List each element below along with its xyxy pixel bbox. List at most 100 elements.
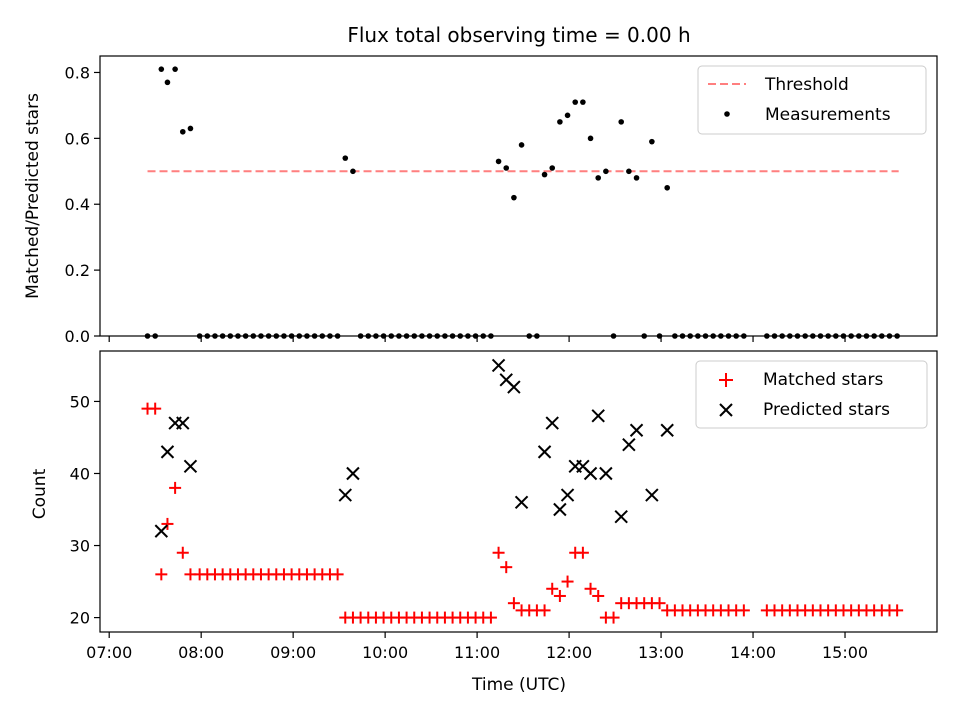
matched-point	[607, 611, 620, 624]
measurement-point	[603, 168, 609, 175]
measurement-point	[503, 165, 510, 171]
ratio-y-tick-label: 0.8	[65, 63, 90, 82]
x-tick-label: 08:00	[178, 643, 224, 662]
matched-point	[331, 568, 344, 581]
matched-point	[484, 611, 497, 624]
predicted-point	[591, 409, 605, 423]
measurement-point	[664, 184, 670, 191]
count-y-tick-label: 50	[70, 392, 90, 411]
predicted-point	[537, 445, 552, 459]
predicted-point	[514, 495, 529, 510]
ratio-y-tick-label: 0.6	[65, 129, 90, 148]
matched-point	[507, 597, 520, 610]
x-tick-label: 09:00	[270, 643, 316, 662]
measurement-point	[564, 112, 571, 119]
ratio-legend-box	[697, 65, 927, 135]
predicted-point	[629, 423, 644, 437]
measurement-point	[164, 79, 171, 86]
count-panel: 20 30 40 50 07:00 08:00 09:00 10:00 11:00 12:00 1…	[30, 350, 938, 695]
measurement-point	[626, 168, 632, 175]
x-axis-label: Time (UTC)	[471, 675, 566, 695]
count-y-axis-label: Count	[30, 468, 50, 519]
predicted-point	[645, 488, 659, 502]
predicted-point	[338, 488, 352, 502]
matched-point	[891, 604, 904, 617]
matched-point	[561, 575, 574, 588]
predicted-point	[599, 466, 613, 481]
predicted-point	[614, 510, 628, 524]
predicted-point	[560, 488, 575, 502]
measurement-point	[587, 135, 594, 142]
matched-point	[538, 604, 551, 617]
x-tick-label: 11:00	[454, 643, 500, 662]
predicted-point	[660, 423, 674, 437]
count-plot-frame	[99, 350, 938, 633]
matched-point	[592, 589, 605, 602]
measurement-point	[580, 99, 586, 105]
matched-point	[653, 597, 666, 610]
matched-point	[155, 568, 168, 581]
measurement-point	[595, 175, 602, 181]
ratio-y-tick-label: 0.4	[65, 195, 90, 214]
ratio-y-tick-label: 0.2	[65, 261, 90, 280]
matched-point	[176, 546, 189, 559]
x-tick-label: 10:00	[362, 643, 408, 662]
measurement-point	[633, 175, 640, 181]
ratio-legend: Threshold Measurements	[697, 65, 927, 135]
measurement-point	[649, 138, 655, 145]
legend-measurements-swatch	[724, 111, 730, 117]
chart-title: Flux total observing time = 0.00 h	[347, 23, 690, 47]
measurement-point	[572, 99, 579, 105]
matched-point	[149, 402, 162, 415]
predicted-point	[491, 358, 506, 373]
predicted-point	[553, 502, 567, 517]
measurement-point	[495, 158, 502, 165]
legend-threshold-label: Threshold	[764, 75, 849, 95]
measurement-point	[342, 155, 349, 161]
legend-predicted-swatch	[719, 403, 733, 417]
legend-matched-swatch	[719, 373, 733, 387]
x-tick-label: 12:00	[546, 643, 592, 662]
predicted-point	[507, 380, 521, 394]
ratio-y-tick-label: 0.0	[65, 327, 90, 346]
measurement-point	[618, 119, 625, 125]
count-y-tick-label: 20	[70, 609, 90, 628]
measurement-point	[187, 125, 194, 132]
matched-point	[546, 582, 559, 595]
matched-point	[169, 481, 182, 494]
measurement-point	[158, 66, 165, 72]
matched-point	[737, 604, 750, 617]
legend-measurements-label: Measurements	[765, 105, 891, 125]
matched-point	[553, 589, 566, 602]
matched-point	[500, 561, 513, 574]
measurement-point	[179, 128, 186, 135]
measurement-point	[541, 171, 548, 178]
predicted-point	[545, 416, 559, 430]
x-tick-label: 14:00	[730, 643, 776, 662]
x-tick-label: 15:00	[822, 643, 868, 662]
legend-predicted-label: Predicted stars	[763, 400, 890, 420]
predicted-point	[583, 466, 598, 481]
ratio-panel: 0.00.20.40.60.8 Matched/Predicted stars …	[23, 55, 938, 346]
predicted-point	[183, 459, 198, 473]
measurement-point	[557, 119, 563, 125]
matched-point	[576, 546, 589, 559]
x-tick-label: 13:00	[638, 643, 684, 662]
matched-point	[161, 517, 174, 530]
ratio-plot-frame	[99, 55, 938, 337]
measurement-point	[511, 194, 517, 201]
ratio-y-axis-label: Matched/Predicted stars	[23, 93, 43, 299]
measurement-point	[172, 66, 178, 72]
legend-matched-label: Matched stars	[763, 370, 883, 390]
matched-point	[492, 546, 505, 559]
predicted-point	[622, 437, 636, 452]
count-legend-box	[695, 360, 928, 429]
measurement-point	[518, 142, 525, 148]
measurement-point	[549, 165, 556, 171]
predicted-point	[176, 416, 190, 430]
predicted-point	[160, 445, 175, 459]
count-y-tick-label: 40	[70, 464, 90, 483]
matched-point	[584, 582, 597, 595]
predicted-point	[154, 524, 169, 538]
